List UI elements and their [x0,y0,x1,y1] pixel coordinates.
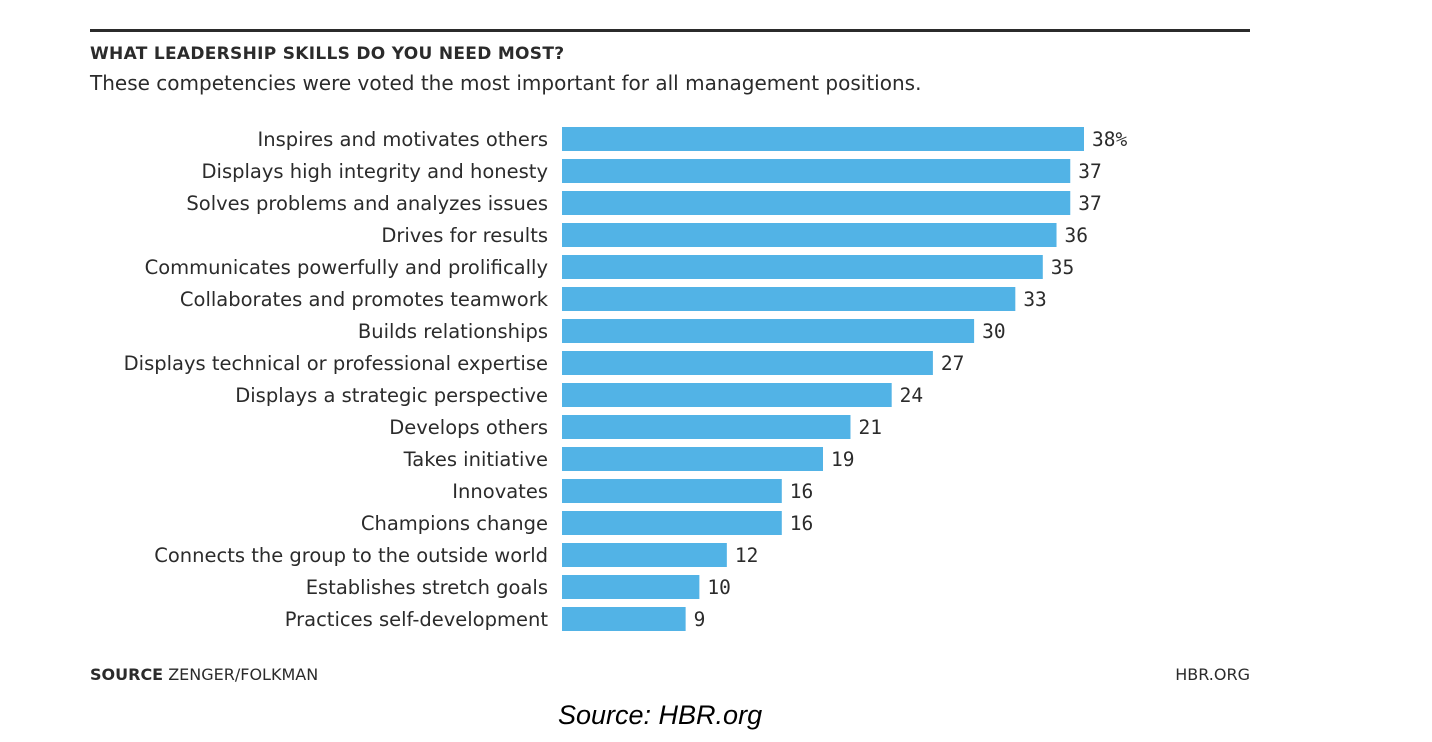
bar [562,479,782,503]
chart-subtitle: These competencies were voted the most i… [90,71,922,95]
value-label: 33 [1023,288,1046,311]
bar [562,351,933,375]
value-label: 36 [1065,224,1088,247]
bar [562,511,782,535]
source-key: SOURCE [90,665,164,684]
category-label: Collaborates and promotes teamwork [180,288,549,311]
category-label: Develops others [389,416,548,439]
brand-label: HBR.ORG [1175,665,1250,684]
category-label: Builds relationships [358,320,548,343]
category-label: Displays high integrity and honesty [202,160,548,183]
category-label: Solves problems and analyzes issues [186,192,548,215]
value-label: 37 [1078,160,1101,183]
value-label: 9 [694,608,706,631]
bar [562,223,1057,247]
value-label: 24 [900,384,923,407]
bar [562,159,1071,183]
bar [562,383,892,407]
category-label: Communicates powerfully and prolifically [145,256,548,279]
category-label: Connects the group to the outside world [154,544,548,567]
bar [562,447,823,471]
value-label: 38% [1092,128,1127,151]
image-caption: Source: HBR.org [558,700,763,730]
value-label: 10 [707,576,730,599]
bar [562,415,851,439]
category-label: Establishes stretch goals [306,576,548,599]
top-rule [90,29,1250,32]
bar [562,607,686,631]
value-label: 27 [941,352,964,375]
category-label: Innovates [452,480,548,503]
value-label: 30 [982,320,1005,343]
value-label: 37 [1078,192,1101,215]
value-label: 35 [1051,256,1074,279]
category-label: Drives for results [381,224,548,247]
category-label: Champions change [361,512,548,535]
bar [562,191,1071,215]
bar [562,319,975,343]
value-label: 16 [790,512,813,535]
category-label: Practices self-development [285,608,549,631]
value-label: 16 [790,480,813,503]
value-label: 21 [858,416,881,439]
bar [562,127,1084,151]
bar [562,287,1016,311]
chart-title: WHAT LEADERSHIP SKILLS DO YOU NEED MOST? [90,44,565,64]
source-value: ZENGER/FOLKMAN [168,665,319,684]
bar [562,543,727,567]
source-note: SOURCE ZENGER/FOLKMAN [90,665,318,684]
value-label: 19 [831,448,854,471]
value-label: 12 [735,544,758,567]
category-label: Inspires and motivates others [258,128,548,151]
category-label: Displays technical or professional exper… [124,352,548,375]
bar [562,575,700,599]
category-label: Displays a strategic perspective [235,384,548,407]
category-label: Takes initiative [403,448,548,471]
bar-chart: Inspires and motivates others 38% Displays… [124,127,1127,631]
bar [562,255,1043,279]
